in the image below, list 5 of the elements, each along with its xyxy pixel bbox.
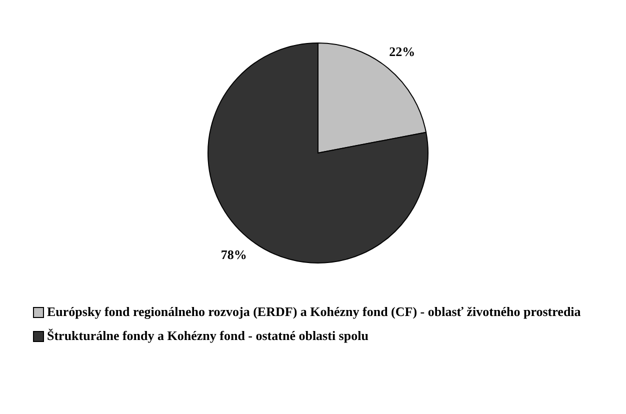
pie-slice (208, 42, 428, 264)
data-label: 22% (389, 44, 416, 59)
legend-label: Štrukturálne fondy a Kohézny fond - ostatné oblasti spolu (47, 328, 368, 344)
data-label: 78% (220, 247, 247, 262)
legend-label: Európsky fond regionálneho rozvoja (ERDF) a Kohézny fond (CF) - oblasť životného prostredia (47, 304, 581, 320)
